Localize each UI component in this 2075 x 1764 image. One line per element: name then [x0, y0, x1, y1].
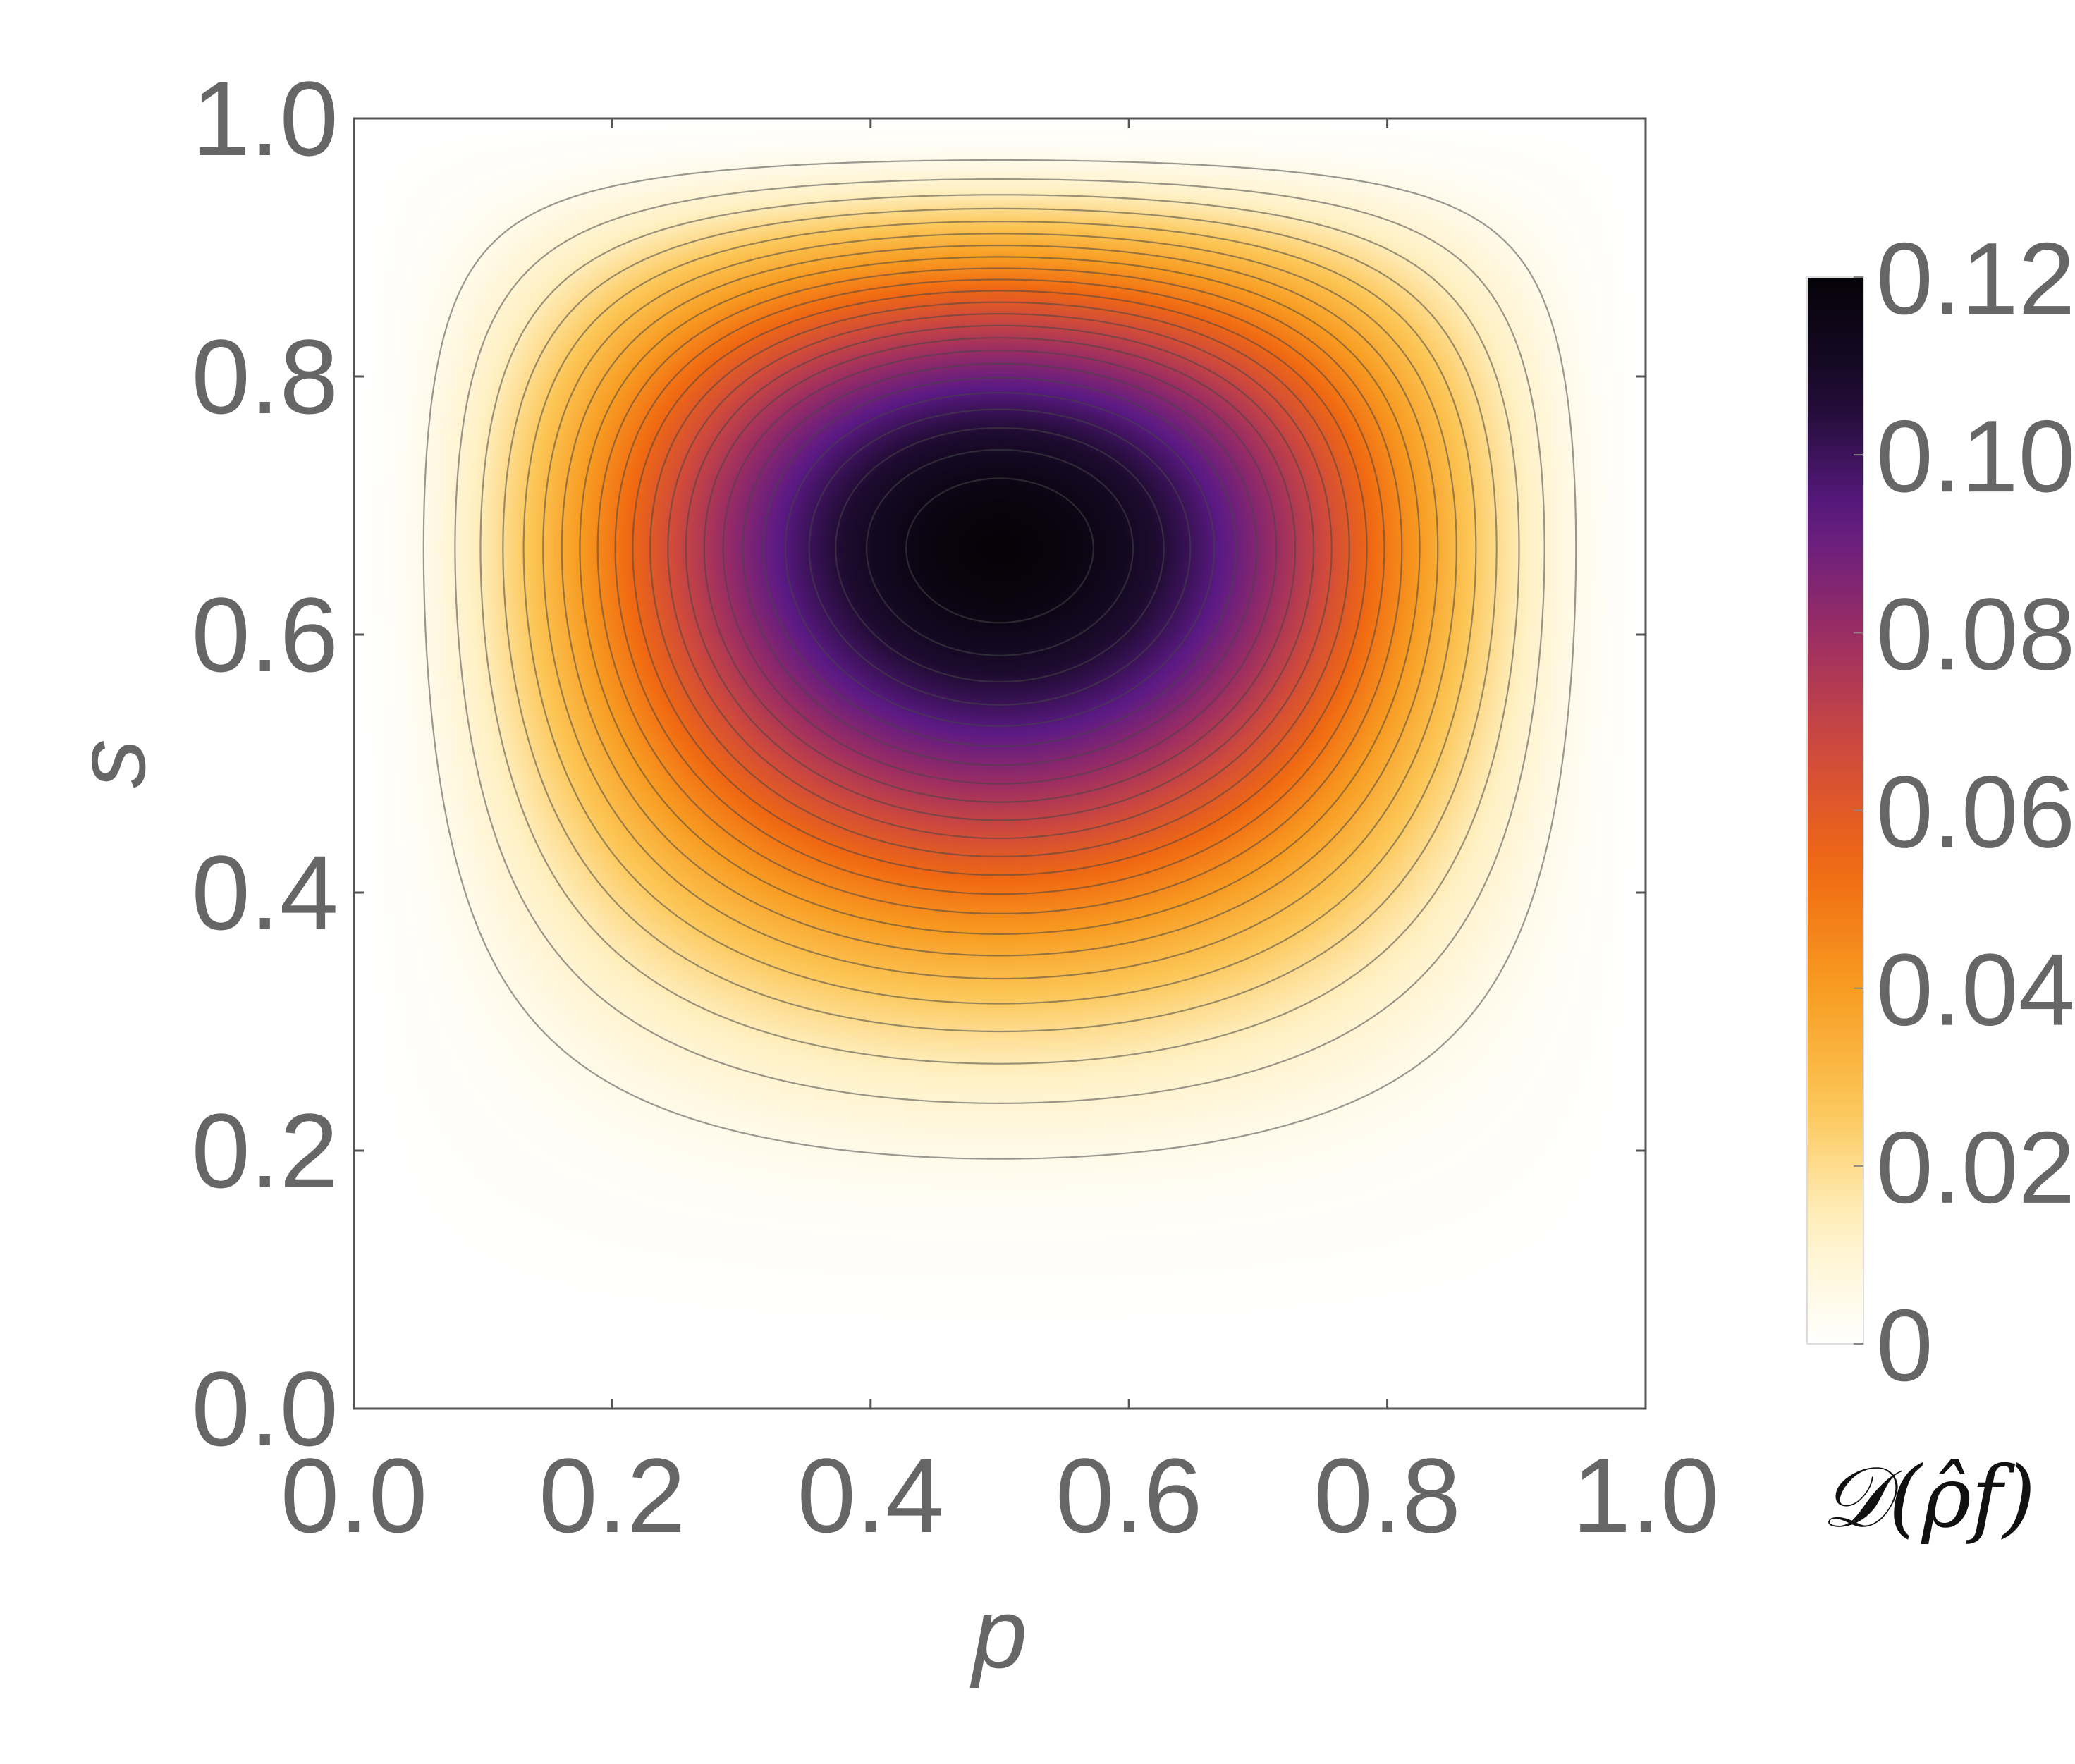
x-tick-label: 0.4	[797, 1436, 945, 1555]
x-tick-label: 0.6	[1055, 1436, 1203, 1555]
contour-line	[649, 301, 1350, 857]
contour-line	[479, 194, 1520, 1065]
contour-line	[762, 376, 1237, 747]
contour-line	[454, 178, 1545, 1104]
contour-line	[835, 427, 1165, 683]
contour-line	[703, 337, 1297, 803]
y-tick-label: 0.4	[191, 833, 338, 952]
colorbar-tick-label: 0.10	[1876, 399, 2075, 513]
y-axis-title: s	[55, 739, 166, 788]
y-axis-ticks: 0.0 0.2 0.4 0.6 0.8 1.0	[191, 59, 1646, 1468]
contour-line	[542, 233, 1457, 980]
colorbar-title: 𝒟(ρ̂f)	[1821, 1449, 2036, 1547]
contour-line	[596, 267, 1403, 914]
colorbar-tick-label: 0.12	[1876, 221, 2075, 336]
plot-area: 0.0 0.2 0.4 0.6 0.8 1.0 0.0 0.2 0.4 0.6 0.8 1.0	[191, 59, 1719, 1555]
x-axis-title: p	[969, 1578, 1027, 1689]
colorbar-tick-label: 0.02	[1876, 1110, 2075, 1225]
x-axis-ticks: 0.0 0.2 0.4 0.6 0.8 1.0	[281, 118, 1720, 1555]
x-tick-label: 1.0	[1572, 1436, 1720, 1555]
y-tick-label: 0.8	[191, 317, 338, 436]
x-tick-label: 0.2	[539, 1436, 686, 1555]
contour-line	[784, 392, 1216, 727]
contour-line	[632, 290, 1368, 876]
heatmap-image	[354, 118, 1646, 1409]
contour-line	[614, 278, 1385, 895]
contour-line	[865, 448, 1134, 656]
x-tick-label: 0.0	[281, 1436, 428, 1555]
colorbar-tick-label: 0.06	[1876, 755, 2075, 869]
colorbar-tick-label: 0	[1876, 1288, 1933, 1402]
contour-lines	[422, 159, 1577, 1160]
colorbar-tick-label: 0.08	[1876, 577, 2075, 691]
contour-line	[722, 350, 1278, 785]
contour-line	[561, 245, 1439, 957]
contour-line	[422, 159, 1577, 1160]
contour-line	[522, 221, 1477, 1005]
contour-line	[742, 362, 1258, 766]
y-tick-label: 0.0	[191, 1349, 338, 1468]
colorbar-tick-label: 0.04	[1876, 933, 2075, 1047]
y-tick-label: 0.6	[191, 575, 338, 694]
contour-line	[685, 324, 1315, 821]
contour-line	[808, 408, 1192, 706]
y-tick-label: 1.0	[191, 59, 338, 178]
contour-line	[502, 207, 1498, 1033]
contour-line	[667, 313, 1333, 840]
y-tick-label: 0.2	[191, 1091, 338, 1210]
colorbar: 0 0.02 0.04 0.06 0.08 0.10 0.12 𝒟(ρ̂f)	[1806, 221, 2075, 1547]
colorbar-ticks: 0 0.02 0.04 0.06 0.08 0.10 0.12	[1854, 221, 2075, 1402]
contour-line	[579, 256, 1421, 935]
contour-line	[905, 477, 1094, 624]
plot-frame	[353, 117, 1647, 1410]
x-tick-label: 0.8	[1314, 1436, 1461, 1555]
